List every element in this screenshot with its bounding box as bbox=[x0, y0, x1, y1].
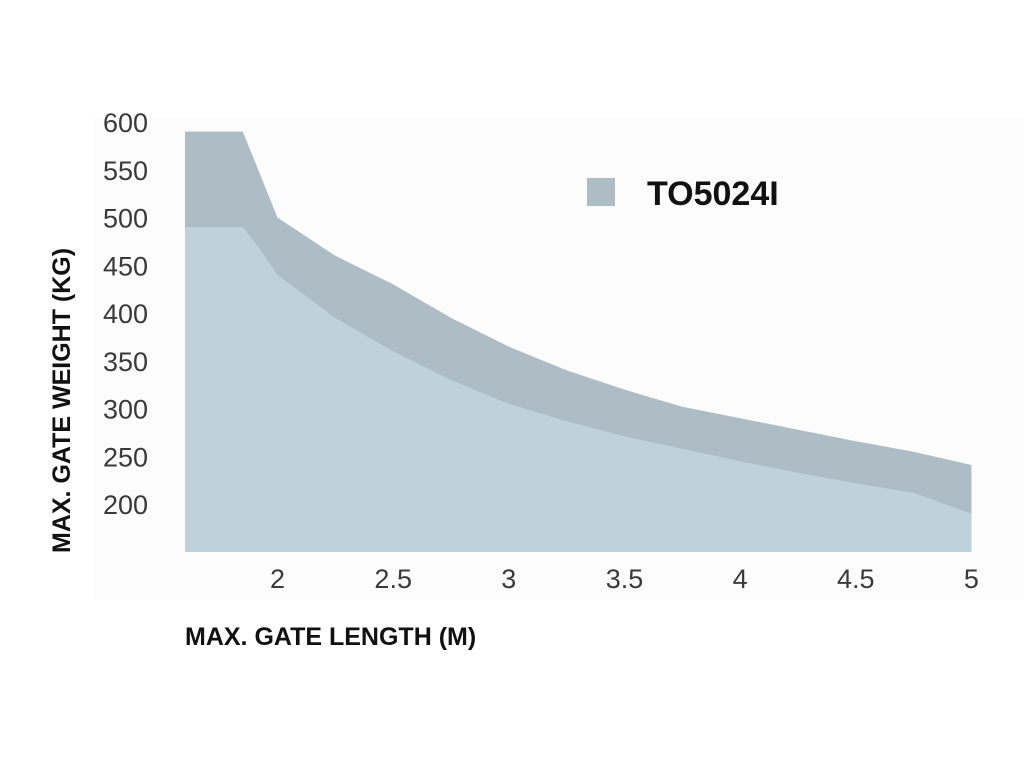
areas-group bbox=[185, 131, 972, 552]
y-tick-label: 350 bbox=[103, 347, 148, 377]
legend-swatch bbox=[587, 178, 615, 206]
y-tick-label: 250 bbox=[103, 442, 148, 472]
x-axis-title: MAX. GATE LENGTH (M) bbox=[185, 623, 476, 651]
legend: TO5024I bbox=[587, 175, 779, 213]
x-tick-label: 5 bbox=[964, 564, 979, 594]
x-tick-label: 4 bbox=[733, 564, 748, 594]
y-ticks-group: 600 550 500 450 400 350 300 250 200 bbox=[103, 108, 148, 520]
y-tick-label: 550 bbox=[103, 156, 148, 186]
x-tick-label: 3 bbox=[501, 564, 516, 594]
x-tick-label: 4.5 bbox=[837, 564, 875, 594]
x-tick-label: 3.5 bbox=[606, 564, 644, 594]
area-series-2 bbox=[185, 227, 972, 552]
y-tick-label: 200 bbox=[103, 490, 148, 520]
x-tick-label: 2 bbox=[270, 564, 285, 594]
legend-label: TO5024I bbox=[647, 175, 779, 213]
x-tick-label: 2.5 bbox=[374, 564, 412, 594]
y-tick-label: 400 bbox=[103, 299, 148, 329]
y-tick-label: 300 bbox=[103, 395, 148, 425]
y-axis-title: MAX. GATE WEIGHT (KG) bbox=[48, 248, 76, 553]
y-tick-label: 500 bbox=[103, 204, 148, 234]
y-tick-label: 600 bbox=[103, 108, 148, 138]
y-tick-label: 450 bbox=[103, 251, 148, 281]
x-ticks-group: 2 2.5 3 3.5 4 4.5 5 bbox=[270, 564, 979, 594]
